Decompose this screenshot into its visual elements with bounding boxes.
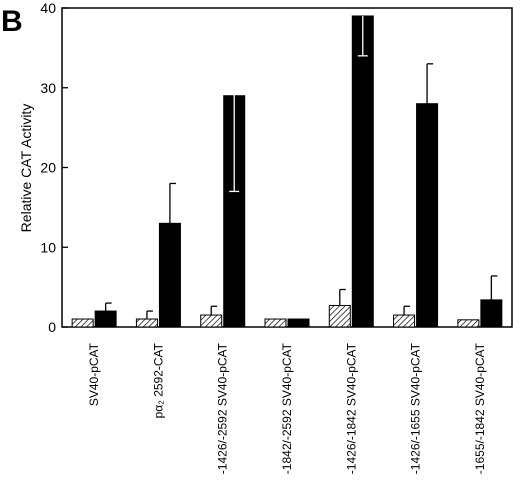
bar-solid (158, 222, 181, 328)
bar-solid (480, 299, 503, 328)
x-category-label: -1426/-2592 SV40-pCAT (216, 342, 230, 474)
x-category-label: -1655/-1842 SV40-pCAT (473, 342, 487, 474)
y-tick-label: 10 (40, 239, 56, 255)
bar-hatched (71, 318, 94, 328)
bar-solid (287, 318, 310, 328)
bar-hatched (457, 319, 480, 328)
bar-hatched (328, 304, 351, 328)
y-tick-label: 30 (40, 80, 56, 96)
x-category-label: SV40-pCAT (87, 342, 101, 406)
panel-label: B (1, 5, 23, 38)
plot-area: 0 10 20 30 40 SV40-pCAT pα₂ 2592-CAT -1426/-259… (40, 0, 513, 474)
bar-hatched (200, 314, 223, 328)
bar-hatched (135, 318, 158, 328)
x-category-label: -1842/-2592 SV40-pCAT (280, 342, 294, 474)
bar-solid (94, 310, 117, 328)
y-tick-label: 40 (40, 0, 56, 16)
bar-solid (351, 15, 374, 328)
bar-hatched (393, 314, 416, 328)
y-tick-label: 20 (40, 160, 56, 176)
y-axis-title: Relative CAT Activity (18, 104, 34, 233)
bar-hatched (264, 318, 287, 328)
plot-frame (61, 7, 513, 328)
y-tick-label: 0 (48, 319, 56, 335)
x-category-label: -1426/-1655 SV40-pCAT (409, 342, 423, 474)
x-category-label: -1426/-1842 SV40-pCAT (344, 342, 358, 474)
bar-solid (416, 103, 439, 328)
x-category-label: pα₂ 2592-CAT (151, 342, 165, 418)
